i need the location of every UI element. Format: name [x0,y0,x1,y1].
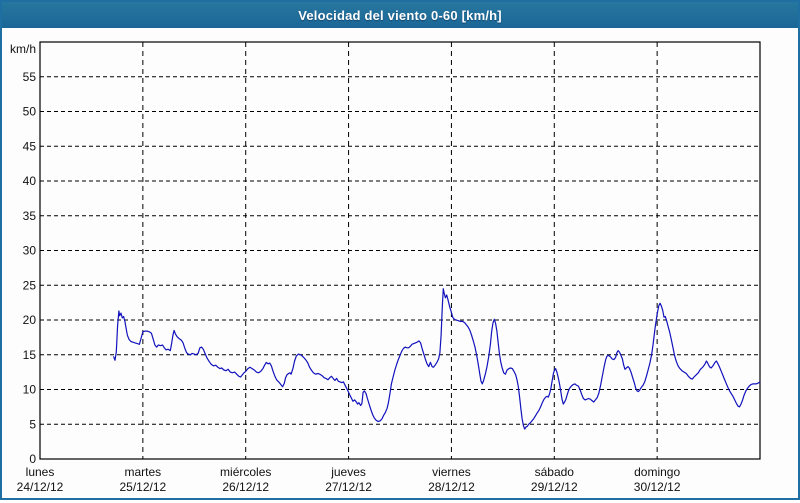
day-date-label: 25/12/12 [119,480,166,494]
day-name-label: jueves [330,465,366,479]
y-tick-label: 30 [23,244,37,258]
day-date-label: 26/12/12 [222,480,269,494]
day-name-label: viernes [432,465,471,479]
y-tick-label: 10 [23,383,37,397]
y-tick-label: 55 [23,70,37,84]
y-tick-label: 35 [23,209,37,223]
y-tick-label: 50 [23,105,37,119]
wind-speed-line [113,288,761,430]
y-tick-label: 25 [23,278,37,292]
y-tick-label: 5 [29,417,36,431]
day-name-label: sábado [535,465,575,479]
day-date-label: 27/12/12 [325,480,372,494]
y-tick-label: 0 [29,452,36,466]
title-bar: Velocidad del viento 0-60 [km/h] [2,2,798,28]
day-name-label: martes [125,465,162,479]
chart-title: Velocidad del viento 0-60 [km/h] [298,7,502,23]
day-date-label: 28/12/12 [428,480,475,494]
day-name-label: miércoles [220,465,271,479]
day-name-label: lunes [26,465,55,479]
y-tick-label: 15 [23,348,37,362]
plot-frame [39,41,761,460]
y-tick-label: 45 [23,139,37,153]
day-date-label: 30/12/12 [634,480,681,494]
day-name-label: domingo [634,465,680,479]
y-tick-label: 40 [23,174,37,188]
day-date-label: 24/12/12 [17,480,64,494]
y-axis-unit-label: km/h [10,42,36,56]
day-date-label: 29/12/12 [531,480,578,494]
y-tick-label: 20 [23,313,37,327]
